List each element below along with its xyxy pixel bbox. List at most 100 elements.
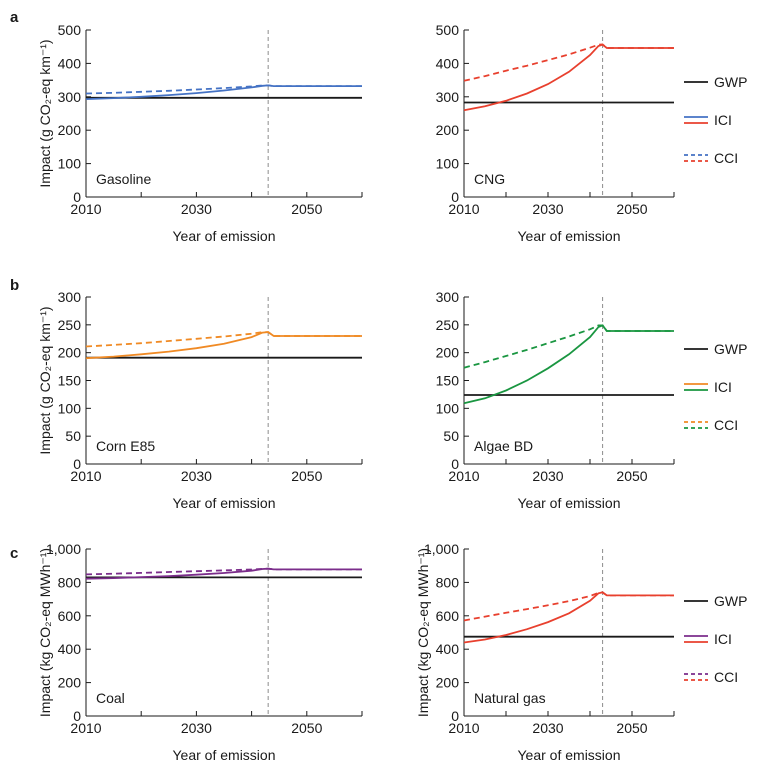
y-tick-label: 0	[451, 189, 459, 205]
series-cci	[85, 331, 362, 348]
legend-label-gwp: GWP	[714, 593, 747, 609]
legend-c: GWP ICI CCI	[684, 593, 747, 685]
y-tick-label: 100	[436, 156, 460, 172]
legend-a: GWP ICI CCI	[684, 74, 747, 166]
y-tick-label: 150	[436, 373, 460, 389]
y-tick-label: 300	[58, 89, 82, 105]
chart-b-right: 0 50 100 150 200 250 300 2010 2030 2050 Year of em…	[436, 289, 675, 511]
x-tick-label: 2050	[291, 720, 322, 736]
x-tick-label: 2010	[70, 201, 101, 217]
series-cci	[85, 84, 362, 95]
legend-label-cci: CCI	[714, 150, 738, 166]
y-tick-label: 200	[436, 122, 460, 138]
x-axis-label: Year of emission	[173, 747, 276, 763]
y-tick-label: 50	[65, 428, 81, 444]
y-tick-label: 300	[58, 289, 82, 305]
x-tick-label: 2030	[181, 720, 212, 736]
x-tick-label: 2050	[291, 201, 322, 217]
y-tick-label: 0	[451, 708, 459, 724]
x-axis-label: Year of emission	[173, 495, 276, 511]
x-axis-label: Year of emission	[518, 495, 621, 511]
inset-label: Coal	[96, 690, 125, 706]
y-tick-label: 600	[436, 608, 460, 624]
y-tick-label: 400	[58, 55, 82, 71]
y-tick-label: 200	[58, 345, 82, 361]
x-tick-label: 2050	[616, 201, 647, 217]
x-axis-label: Year of emission	[173, 228, 276, 244]
x-tick-label: 2010	[448, 468, 479, 484]
y-axis-label: Impact (g CO₂-eq km⁻¹)	[37, 306, 53, 454]
x-tick-label: 2030	[181, 468, 212, 484]
chart-b-left: 0 50 100 150 200 250 300 2010 2030 2050 Year of em…	[37, 289, 363, 511]
x-tick-label: 2010	[448, 201, 479, 217]
y-tick-label: 600	[58, 608, 82, 624]
inset-label: Natural gas	[474, 690, 546, 706]
y-tick-label: 0	[73, 189, 81, 205]
y-tick-label: 400	[58, 641, 82, 657]
y-tick-label: 400	[436, 55, 460, 71]
y-tick-label: 0	[73, 708, 81, 724]
series-ici	[463, 324, 674, 405]
series-cci	[463, 43, 674, 82]
y-tick-label: 200	[436, 675, 460, 691]
series-cci	[463, 591, 674, 622]
x-tick-label: 2030	[532, 468, 563, 484]
x-tick-label: 2030	[532, 201, 563, 217]
y-tick-label: 250	[436, 317, 460, 333]
chart-c-left: 0 200 400 600 800 1,000 2010 2030 2050 Year of em…	[37, 541, 363, 763]
legend-label-gwp: GWP	[714, 341, 747, 357]
y-tick-label: 1,000	[424, 541, 459, 557]
panel-label-b: b	[10, 277, 19, 294]
y-tick-label: 0	[73, 456, 81, 472]
panel-label-c: c	[10, 545, 18, 562]
y-tick-label: 100	[58, 156, 82, 172]
panel-label-a: a	[10, 9, 19, 26]
y-tick-label: 800	[58, 574, 82, 590]
x-tick-label: 2030	[181, 201, 212, 217]
y-tick-label: 800	[436, 574, 460, 590]
x-tick-label: 2050	[616, 468, 647, 484]
legend-label-ici: ICI	[714, 631, 732, 647]
x-axis-label: Year of emission	[518, 228, 621, 244]
y-tick-label: 200	[436, 345, 460, 361]
y-tick-label: 200	[58, 675, 82, 691]
y-tick-label: 400	[436, 641, 460, 657]
y-axis-label: Impact (kg CO₂-eq MWh⁻¹)	[415, 548, 431, 717]
legend-label-ici: ICI	[714, 379, 732, 395]
y-tick-label: 0	[451, 456, 459, 472]
inset-label: Gasoline	[96, 171, 151, 187]
inset-label: Corn E85	[96, 438, 155, 454]
y-tick-label: 200	[58, 122, 82, 138]
y-axis-label: Impact (kg CO₂-eq MWh⁻¹)	[37, 548, 53, 717]
x-tick-label: 2010	[70, 468, 101, 484]
chart-c-right: 0 200 400 600 800 1,000 2010 2030 2050 Year of em…	[415, 541, 675, 763]
series-ici	[463, 43, 674, 112]
series-ici	[463, 591, 674, 644]
legend-label-cci: CCI	[714, 417, 738, 433]
legend-label-ici: ICI	[714, 112, 732, 128]
series-ici	[85, 331, 362, 360]
x-axis-label: Year of emission	[518, 747, 621, 763]
y-tick-label: 100	[58, 400, 82, 416]
y-tick-label: 150	[58, 373, 82, 389]
x-tick-label: 2010	[448, 720, 479, 736]
y-axis-label: Impact (g CO₂-eq km⁻¹)	[37, 39, 53, 187]
series-cci	[85, 567, 362, 576]
y-tick-label: 500	[436, 22, 460, 38]
y-tick-label: 500	[58, 22, 82, 38]
y-tick-label: 100	[436, 400, 460, 416]
inset-label: Algae BD	[474, 438, 533, 454]
inset-label: CNG	[474, 171, 505, 187]
x-tick-label: 2050	[291, 468, 322, 484]
y-tick-label: 300	[436, 89, 460, 105]
legend-label-cci: CCI	[714, 669, 738, 685]
x-tick-label: 2010	[70, 720, 101, 736]
y-tick-label: 250	[58, 317, 82, 333]
legend-label-gwp: GWP	[714, 74, 747, 90]
y-tick-label: 300	[436, 289, 460, 305]
x-tick-label: 2050	[616, 720, 647, 736]
chart-a-left: 0 100 200 300 400 500 2010 2030 2050 Year of emis…	[37, 22, 363, 244]
x-tick-label: 2030	[532, 720, 563, 736]
